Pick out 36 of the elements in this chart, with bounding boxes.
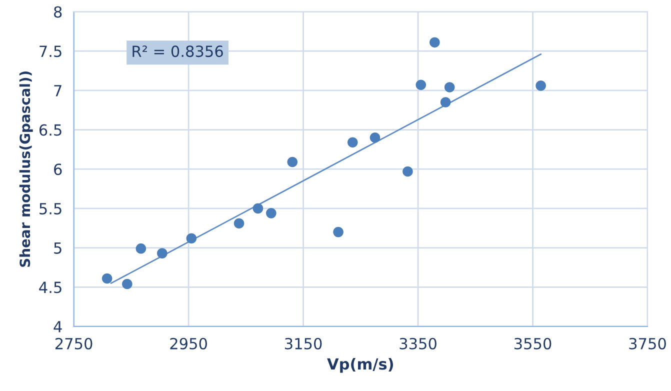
y-tick-label: 5 — [54, 242, 62, 254]
point — [402, 166, 413, 177]
point — [440, 97, 451, 108]
x-tick-label: 3750 — [629, 338, 666, 350]
point — [157, 248, 168, 258]
point — [122, 278, 132, 290]
point — [444, 82, 455, 92]
point — [370, 132, 380, 143]
y-tick-label: 7.5 — [40, 46, 62, 58]
y-tick-label: 6.5 — [39, 124, 62, 136]
x-tick-label: 3550 — [514, 338, 552, 350]
annotation: R² = 0.8356 — [132, 46, 223, 58]
point — [333, 226, 344, 238]
y-tick-label: 5.5 — [40, 203, 62, 214]
point — [347, 137, 358, 148]
point — [416, 80, 426, 90]
point — [536, 80, 546, 91]
y-tick-label: 4.5 — [39, 282, 62, 294]
y-tick-label: 6 — [54, 164, 62, 176]
y-axis-title: Shear modulus(Gpascal)) — [19, 72, 33, 267]
y-tick-label: 4 — [54, 321, 62, 332]
point — [136, 243, 146, 254]
point — [234, 218, 244, 229]
x-tick-label: 3150 — [285, 338, 322, 350]
x-tick-label: 3350 — [400, 338, 436, 350]
point — [430, 37, 440, 48]
point — [252, 203, 264, 214]
point — [266, 208, 276, 218]
y-tick-label: 7 — [54, 85, 62, 96]
point — [102, 273, 112, 284]
point — [186, 233, 197, 244]
x-tick-label: 2950 — [170, 338, 207, 350]
y-tick-label: 8 — [54, 6, 62, 18]
point — [287, 156, 298, 168]
x-axis-title: Vp(m/s) — [327, 358, 394, 373]
x-tick-label: 2750 — [55, 338, 92, 350]
